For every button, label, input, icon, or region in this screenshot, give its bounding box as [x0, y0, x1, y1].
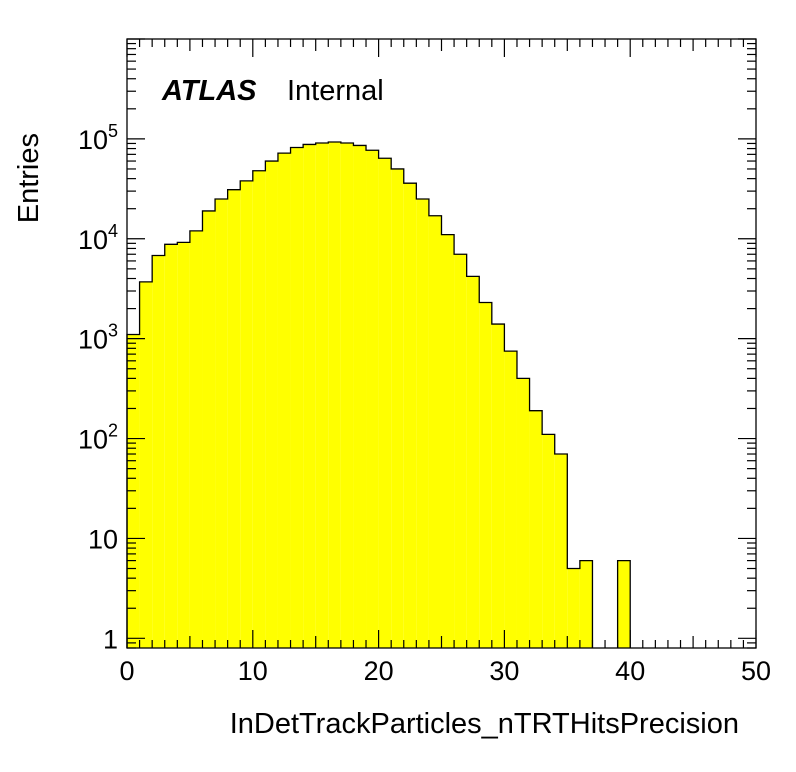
histogram-bin	[315, 142, 329, 648]
histogram-bin	[554, 454, 568, 648]
x-tick-label: 0	[119, 656, 134, 686]
histogram-bin	[479, 302, 492, 648]
axis-ticks	[126, 38, 757, 649]
histogram-bin	[378, 158, 392, 648]
x-axis-label: InDetTrackParticles_nTRTHitsPrecision	[230, 708, 739, 740]
histogram-bin	[428, 215, 442, 648]
atlas-label: ATLAS	[161, 75, 257, 107]
x-tick-label: 30	[489, 656, 519, 686]
histogram-bin	[328, 142, 341, 648]
histogram-bin	[466, 276, 480, 648]
histogram-bin	[202, 210, 216, 648]
y-tick-label: 104	[78, 221, 118, 255]
internal-label: Internal	[287, 75, 384, 107]
histogram-bin	[177, 242, 190, 648]
histogram-bin	[139, 281, 153, 648]
histogram-bin	[290, 147, 304, 648]
histogram-bin	[529, 410, 543, 648]
histogram-bin	[227, 189, 241, 648]
histogram-bin	[240, 180, 253, 649]
histogram-bin	[416, 199, 429, 649]
y-tick-label: 10	[88, 524, 118, 554]
histogram-bin	[164, 244, 178, 648]
histogram-bin	[353, 145, 367, 649]
histogram-bin	[542, 434, 555, 648]
histogram-bin	[152, 255, 165, 648]
x-tick-label: 40	[615, 656, 645, 686]
histogram-bin	[516, 378, 530, 648]
histogram-bin	[441, 234, 455, 649]
histogram-bin	[277, 153, 291, 648]
histogram-bin	[366, 150, 379, 648]
histogram-bin	[491, 324, 505, 648]
histogram-bin	[454, 254, 467, 648]
histogram-bin	[403, 183, 417, 649]
histogram-bin	[617, 560, 631, 648]
histogram-bin	[215, 199, 228, 649]
x-tick-label: 20	[364, 656, 394, 686]
histogram-bin	[303, 144, 316, 648]
histogram-bin	[579, 560, 593, 648]
y-axis-label: Entries	[13, 133, 45, 223]
histogram-bin	[391, 168, 404, 648]
histogram-bin	[189, 230, 203, 648]
x-tick-label: 10	[238, 656, 268, 686]
x-tick-label: 50	[741, 656, 771, 686]
y-tick-label: 103	[78, 321, 118, 355]
histogram-bin	[265, 161, 278, 649]
histogram-bin	[252, 170, 266, 648]
y-tick-label: 102	[78, 421, 118, 455]
histogram-outline	[126, 141, 631, 648]
histogram-bars	[127, 142, 631, 649]
histogram-bin	[567, 568, 580, 648]
histogram-bin	[340, 142, 354, 648]
x-tick-labels: 0 10 20 30 40 50	[119, 656, 771, 686]
histogram-bin	[504, 351, 517, 648]
y-tick-label: 1	[103, 624, 118, 654]
y-tick-labels: 1 10 102 103 104 105	[78, 121, 118, 654]
y-tick-label: 105	[78, 121, 118, 155]
